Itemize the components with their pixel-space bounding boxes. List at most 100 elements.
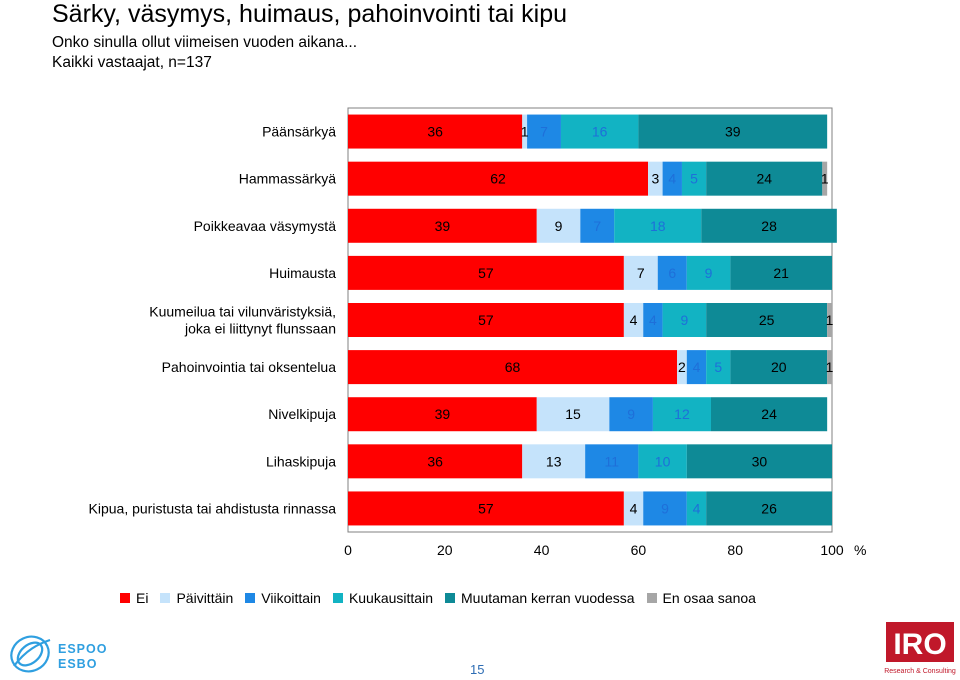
legend-label: Päivittäin [176, 590, 234, 606]
category-label: Kuumeilua tai vilunväristyksiä, [149, 304, 336, 320]
chart-legend: Ei Päivittäin Viikoittain Kuukausittain Muut… [120, 590, 768, 606]
bar-segment [623, 303, 644, 337]
category-label: Lihaskipuja [266, 453, 336, 469]
bar-segment [348, 444, 523, 479]
bar-segment [638, 114, 828, 149]
bar-segment [536, 208, 581, 243]
bar-segment [560, 114, 639, 149]
legend-swatch [245, 593, 256, 603]
bar-data-label: 39 [435, 406, 451, 422]
bar-segment [730, 255, 832, 290]
x-tick-label: 100 [820, 542, 844, 558]
legend-item: Muutaman kerran vuodessa [445, 590, 635, 606]
bar-data-label: 4 [630, 500, 638, 516]
bar-data-label: 9 [555, 218, 563, 234]
svg-text:Research & Consulting: Research & Consulting [884, 668, 956, 675]
bar-data-label: 36 [427, 453, 443, 469]
bar-data-label: 10 [655, 453, 671, 469]
x-axis-unit: % [854, 542, 866, 558]
bar-data-label: 57 [478, 312, 494, 328]
legend-label: Muutaman kerran vuodessa [461, 590, 635, 606]
bar-segment [827, 350, 832, 385]
bar-segment [648, 161, 663, 196]
bar-data-label: 1 [821, 171, 829, 187]
bar-data-label: 20 [771, 359, 787, 375]
bar-data-label: 7 [637, 265, 645, 281]
bar-segment [822, 161, 828, 196]
x-tick-label: 60 [631, 542, 647, 558]
bar-segment [643, 303, 663, 337]
bar-data-label: 30 [752, 453, 768, 469]
x-tick-label: 0 [344, 542, 352, 558]
category-label: Päänsärkyä [262, 124, 336, 140]
category-label: Hammassärkyä [239, 171, 336, 187]
bar-data-label: 36 [427, 124, 443, 140]
legend-item: Kuukausittain [332, 590, 433, 606]
bar-segment [681, 161, 707, 196]
legend-item: Päivittäin [160, 590, 233, 606]
bar-data-label: 15 [565, 406, 581, 422]
bar-data-label: 1 [826, 312, 834, 328]
bar-segment [609, 397, 653, 432]
legend-item: Viikoittain [245, 590, 321, 606]
espoo-logo: ESPOO ESBO [10, 635, 107, 673]
bar-data-label: 16 [592, 124, 608, 140]
bar-data-label: 12 [674, 406, 690, 422]
bar-data-label: 13 [546, 453, 562, 469]
category-label: Pahoinvointia tai oksentelua [162, 359, 337, 375]
bar-segment [536, 397, 610, 432]
bar-segment [585, 444, 639, 479]
bar-segment [706, 350, 731, 385]
bar-segment [348, 161, 649, 196]
bar-data-label: 39 [435, 218, 451, 234]
bar-segment [730, 350, 828, 385]
bar-segment [662, 161, 682, 196]
legend-swatch [332, 593, 343, 603]
bar-segment [686, 444, 832, 479]
bar-data-label: 25 [759, 312, 775, 328]
bar-segment [348, 350, 678, 385]
category-label: Huimausta [269, 265, 336, 281]
bar-segment [638, 444, 687, 479]
x-tick-label: 20 [437, 542, 453, 558]
legend-label: En osaa sanoa [662, 590, 756, 606]
bar-segment [677, 350, 687, 385]
bar-data-label: 57 [478, 500, 494, 516]
chart-subtitle: Onko sinulla ollut viimeisen vuoden aika… [52, 34, 358, 51]
legend-item: En osaa sanoa [646, 590, 756, 606]
bar-data-label: 21 [773, 265, 789, 281]
bar-segment [706, 491, 832, 526]
svg-text:IRO: IRO [893, 628, 946, 661]
bar-data-label: 5 [714, 359, 722, 375]
iro-logo: IRO Research & Consulting [884, 622, 956, 675]
bar-segment [827, 303, 832, 337]
bar-data-label: 6 [668, 265, 676, 281]
bar-data-label: 5 [690, 171, 698, 187]
bar-segment [522, 444, 586, 479]
bar-data-label: 28 [761, 218, 777, 234]
bar-segment [527, 114, 561, 149]
bar-data-label: 2 [678, 359, 686, 375]
bar-segment [711, 397, 828, 432]
category-label: Nivelkipuja [268, 406, 336, 422]
bar-segment [348, 114, 523, 149]
svg-text:ESPOO: ESPOO [58, 642, 107, 656]
bar-data-label: 4 [630, 312, 638, 328]
legend-swatch [646, 593, 657, 603]
bar-segment [623, 491, 644, 526]
bar-data-label: 24 [761, 406, 777, 422]
legend-label: Kuukausittain [348, 590, 433, 606]
svg-text:ESBO: ESBO [58, 657, 97, 671]
bar-data-label: 57 [478, 265, 494, 281]
legend-label: Ei [136, 590, 149, 606]
bar-data-label: 1 [826, 359, 834, 375]
bar-segment [348, 397, 537, 432]
bar-data-label: 1 [521, 124, 529, 140]
bar-data-label: 4 [693, 359, 701, 375]
bar-data-label: 9 [627, 406, 635, 422]
bar-data-label: 9 [661, 500, 669, 516]
legend-item: Ei [120, 590, 148, 606]
bar-segment [701, 208, 837, 243]
bar-data-label: 4 [649, 312, 657, 328]
